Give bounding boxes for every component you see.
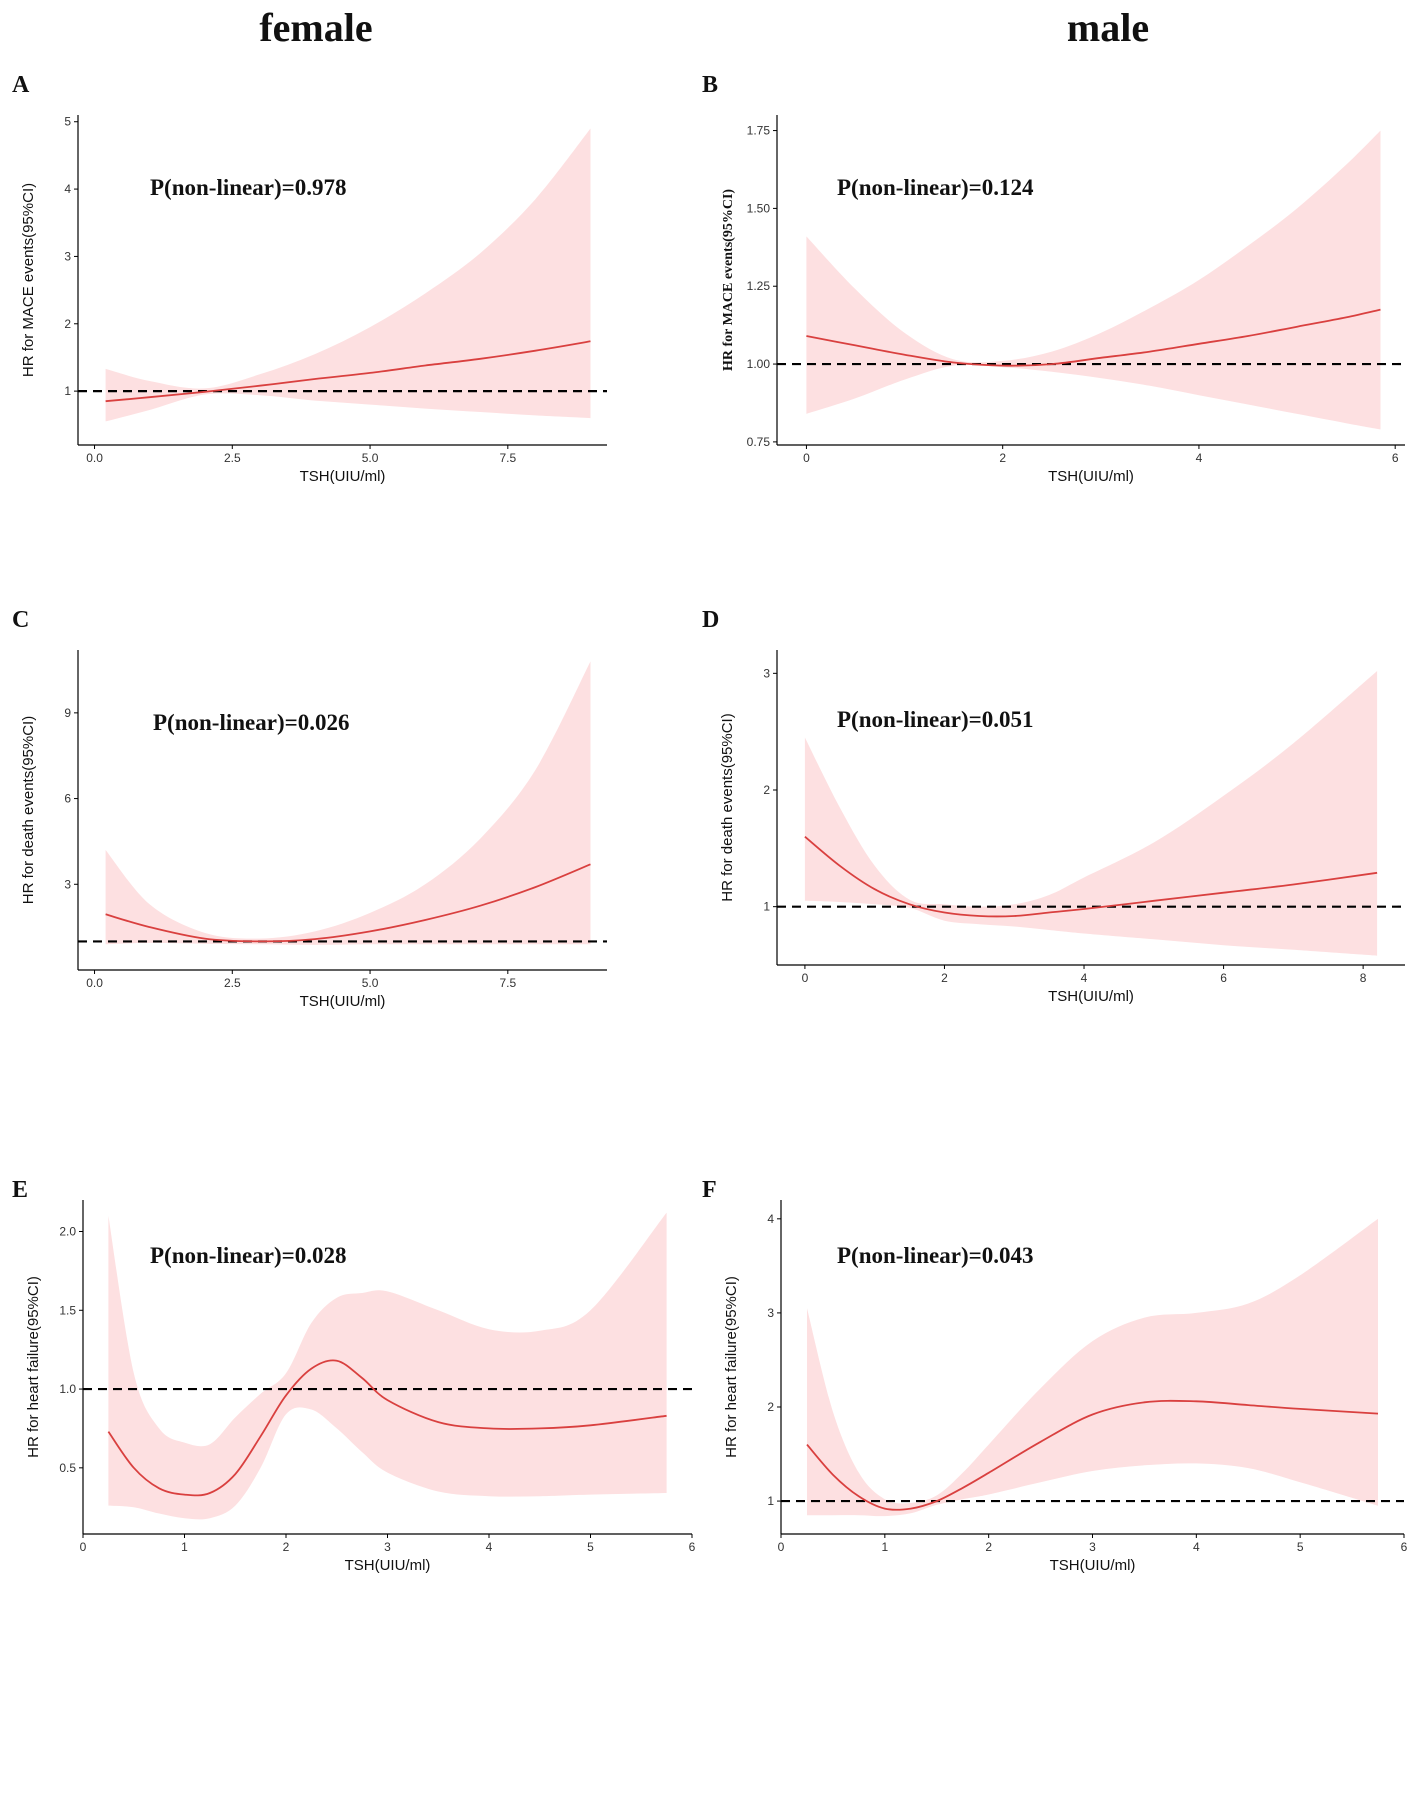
panel-letter-a: A xyxy=(12,72,30,98)
x-tick-label-f: 2 xyxy=(985,1540,992,1554)
panel-letter-b: B xyxy=(702,72,719,98)
y-tick-label-a: 5 xyxy=(64,115,71,129)
panel-letter-c: C xyxy=(12,607,30,633)
column-title-male: male xyxy=(1066,5,1150,50)
y-tick-label-f: 4 xyxy=(767,1212,774,1226)
x-tick-label-f: 4 xyxy=(1193,1540,1200,1554)
x-tick-label-e: 6 xyxy=(689,1540,696,1554)
x-tick-label-f: 6 xyxy=(1401,1540,1408,1554)
x-axis-title-b: TSH(UIU/ml) xyxy=(1048,468,1134,485)
ci-band-f xyxy=(807,1218,1378,1517)
chart-panel-d: 0 2 4 6 8 1 2 3 TSH(UIU/ml) HR for death events(9… xyxy=(719,650,1405,1005)
p-nonlinear-c: P(non-linear)=0.026 xyxy=(153,710,349,735)
x-axis-title-f: TSH(UIU/ml) xyxy=(1050,1557,1136,1574)
y-tick-label-b: 1.25 xyxy=(747,279,771,293)
y-axis-title-c: HR for death events(95%CI) xyxy=(20,716,37,904)
y-tick-label-f: 1 xyxy=(767,1494,774,1508)
x-tick-label-f: 3 xyxy=(1089,1540,1096,1554)
x-tick-label-e: 0 xyxy=(80,1540,87,1554)
y-axis-title-b: HR for MACE events(95%CI) xyxy=(721,189,736,371)
x-axis-title-d: TSH(UIU/ml) xyxy=(1048,988,1134,1005)
y-tick-label-a: 1 xyxy=(64,384,71,398)
x-axis-title-a: TSH(UIU/ml) xyxy=(300,468,386,485)
x-tick-label-f: 5 xyxy=(1297,1540,1304,1554)
x-tick-label-c: 7.5 xyxy=(499,976,516,990)
y-tick-label-a: 4 xyxy=(64,182,71,196)
y-tick-label-c: 9 xyxy=(64,706,71,720)
y-tick-label-e: 1.0 xyxy=(59,1382,76,1396)
hr-curve-f xyxy=(806,1399,1379,1511)
chart-panel-a: 0.0 2.5 5.0 7.5 1 2 3 4 5 TSH(UIU/ml) HR for MACE … xyxy=(20,115,607,485)
panel-letter-e: E xyxy=(12,1177,29,1203)
x-tick-label-f: 0 xyxy=(778,1540,785,1554)
y-axis-title-d: HR for death events(95%CI) xyxy=(719,713,736,901)
y-tick-label-c: 6 xyxy=(64,792,71,806)
y-axis-title-a: HR for MACE events(95%CI) xyxy=(20,183,37,377)
p-nonlinear-a: P(non-linear)=0.978 xyxy=(150,175,346,200)
hr-curve-a xyxy=(105,340,591,403)
y-tick-label-c: 3 xyxy=(64,877,71,891)
panel-letter-d: D xyxy=(702,607,720,633)
p-nonlinear-e: P(non-linear)=0.028 xyxy=(150,1243,346,1268)
x-tick-label-e: 4 xyxy=(486,1540,493,1554)
y-tick-label-e: 1.5 xyxy=(59,1303,76,1317)
column-title-female: female xyxy=(259,5,373,50)
y-tick-label-e: 2.0 xyxy=(59,1225,76,1239)
p-nonlinear-f: P(non-linear)=0.043 xyxy=(837,1243,1033,1268)
y-tick-label-a: 2 xyxy=(64,317,71,331)
y-tick-label-f: 3 xyxy=(767,1306,774,1320)
x-tick-label-f: 1 xyxy=(881,1540,888,1554)
y-tick-label-b: 1.00 xyxy=(747,357,771,371)
x-tick-label-b: 0 xyxy=(803,451,810,465)
x-tick-label-a: 0.0 xyxy=(86,451,103,465)
y-tick-label-a: 3 xyxy=(64,249,71,263)
y-tick-label-e: 0.5 xyxy=(59,1461,76,1475)
x-tick-label-c: 2.5 xyxy=(224,976,241,990)
chart-panel-c: 0.0 2.5 5.0 7.5 3 6 9 TSH(UIU/ml) HR for death e… xyxy=(20,650,607,1010)
x-axis-title-e: TSH(UIU/ml) xyxy=(345,1557,431,1574)
panel-letter-f: F xyxy=(702,1177,717,1203)
hr-curve-d xyxy=(804,836,1378,918)
ci-band-b xyxy=(806,130,1381,430)
x-tick-label-e: 2 xyxy=(283,1540,290,1554)
x-tick-label-a: 7.5 xyxy=(499,451,516,465)
y-tick-label-d: 2 xyxy=(763,783,770,797)
ci-band-e xyxy=(108,1212,667,1520)
x-tick-label-d: 2 xyxy=(941,971,948,985)
y-axis-title-f: HR for heart failure(95%CI) xyxy=(723,1276,740,1458)
ci-band-a xyxy=(105,128,591,422)
x-tick-label-e: 5 xyxy=(587,1540,594,1554)
chart-panel-e: 0 1 2 3 4 5 6 0.5 1.0 1.5 2.0 TSH(UIU/ml) HR for hea… xyxy=(25,1200,696,1574)
chart-panel-f: 0 1 2 3 4 5 6 1 2 3 4 TSH(UIU/ml) HR for heart failu… xyxy=(723,1200,1408,1574)
ci-band-d xyxy=(804,671,1378,956)
x-tick-label-d: 4 xyxy=(1081,971,1088,985)
x-tick-label-d: 0 xyxy=(802,971,809,985)
hr-curve-b xyxy=(806,308,1381,367)
y-tick-label-f: 2 xyxy=(767,1400,774,1414)
x-tick-label-d: 8 xyxy=(1360,971,1367,985)
y-tick-label-b: 0.75 xyxy=(747,435,771,449)
ci-band-c xyxy=(105,661,591,945)
x-tick-label-c: 5.0 xyxy=(362,976,379,990)
x-tick-label-b: 6 xyxy=(1392,451,1399,465)
y-axis-title-e: HR for heart failure(95%CI) xyxy=(25,1276,42,1458)
x-tick-label-a: 2.5 xyxy=(224,451,241,465)
x-tick-label-a: 5.0 xyxy=(362,451,379,465)
hr-curve-c xyxy=(105,863,591,943)
hr-curve-e xyxy=(107,1359,667,1497)
y-tick-label-b: 1.75 xyxy=(747,124,771,138)
x-tick-label-b: 4 xyxy=(1196,451,1203,465)
x-tick-label-e: 3 xyxy=(384,1540,391,1554)
x-axis-title-c: TSH(UIU/ml) xyxy=(300,993,386,1010)
x-tick-label-c: 0.0 xyxy=(86,976,103,990)
x-tick-label-b: 2 xyxy=(999,451,1006,465)
y-tick-label-d: 1 xyxy=(763,900,770,914)
y-tick-label-b: 1.50 xyxy=(747,201,771,215)
p-nonlinear-b: P(non-linear)=0.124 xyxy=(837,175,1034,200)
chart-panel-b: 0 2 4 6 0.75 1.00 1.25 1.50 1.75 TSH(UIU/ml) HR fo… xyxy=(721,115,1405,485)
p-nonlinear-d: P(non-linear)=0.051 xyxy=(837,707,1033,732)
x-tick-label-d: 6 xyxy=(1220,971,1227,985)
y-tick-label-d: 3 xyxy=(763,666,770,680)
x-tick-label-e: 1 xyxy=(181,1540,188,1554)
